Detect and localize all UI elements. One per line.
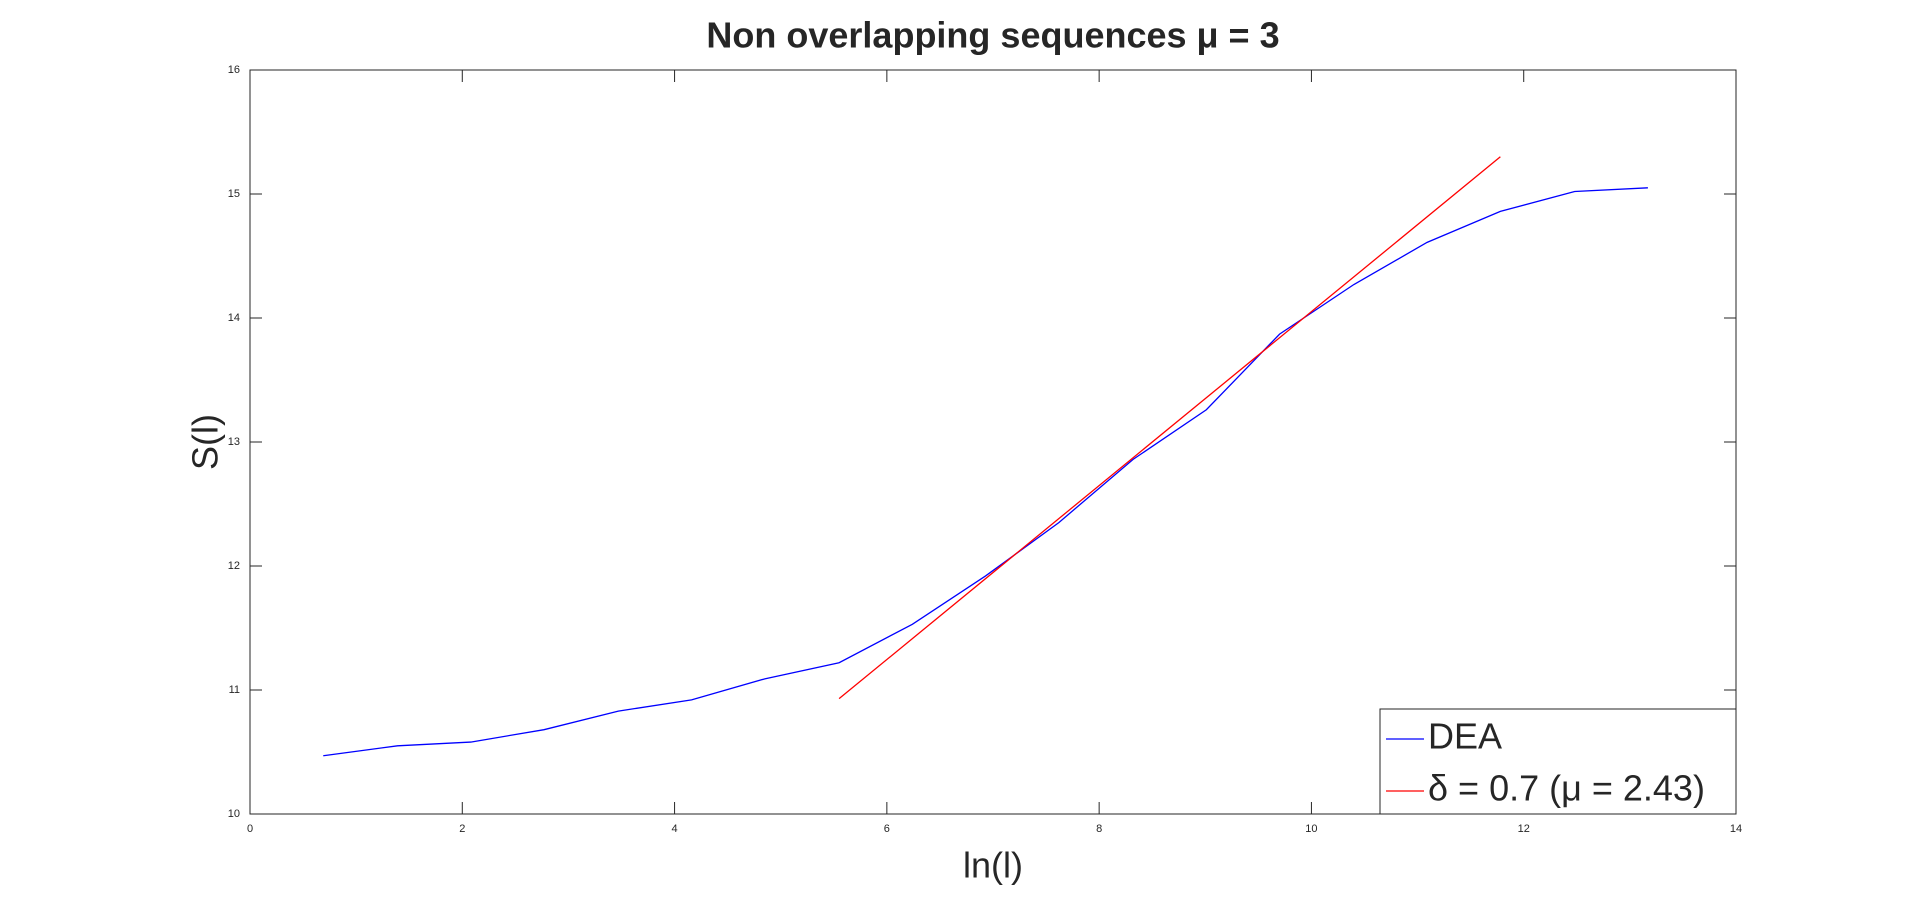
legend-label: δ = 0.7 (μ = 2.43) <box>1428 768 1705 809</box>
x-tick-label: 10 <box>1305 823 1317 835</box>
series-line <box>838 156 1501 700</box>
y-tick-label: 14 <box>228 312 240 324</box>
x-tick-label: 14 <box>1730 823 1742 835</box>
y-tick-label: 13 <box>228 436 240 448</box>
chart-title: Non overlapping sequences μ = 3 <box>706 15 1279 56</box>
y-tick-label: 10 <box>228 808 240 820</box>
x-tick-label: 4 <box>672 823 678 835</box>
y-tick-label: 11 <box>229 684 240 696</box>
y-axis-label: S(l) <box>185 414 226 470</box>
x-tick-label: 6 <box>884 823 890 835</box>
x-tick-label: 2 <box>459 823 465 835</box>
x-tick-label: 8 <box>1096 823 1102 835</box>
legend-label: DEA <box>1428 716 1502 757</box>
x-axis-label: ln(l) <box>963 845 1023 886</box>
y-tick-label: 16 <box>228 64 240 76</box>
x-tick-label: 12 <box>1518 823 1530 835</box>
y-tick-label: 15 <box>228 188 240 200</box>
series-line <box>323 187 1648 757</box>
legend-box <box>1379 708 1737 815</box>
x-tick-label: 0 <box>247 823 253 835</box>
plot-frame <box>249 69 1737 815</box>
y-tick-label: 12 <box>228 560 240 572</box>
